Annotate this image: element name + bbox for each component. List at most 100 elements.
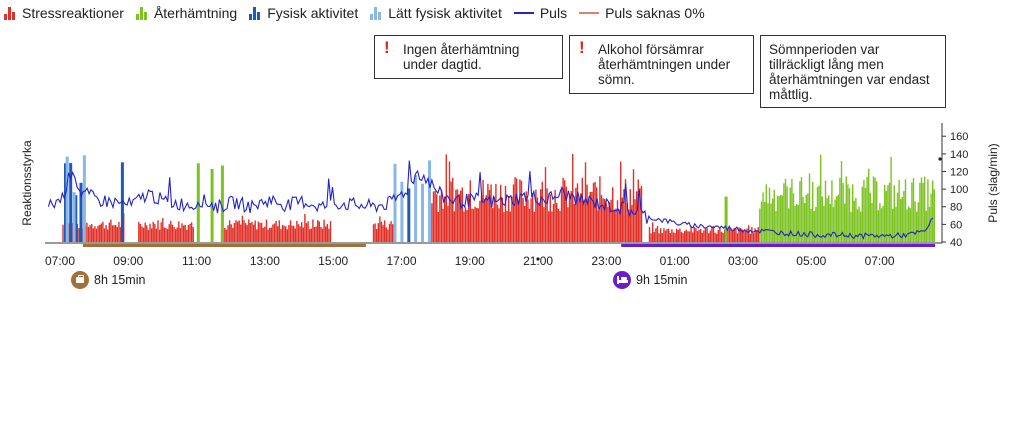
bar-stressreaktioner xyxy=(717,229,719,242)
legend-label: Lätt fysisk aktivitet xyxy=(388,5,502,21)
bar-återhämtning xyxy=(804,203,806,242)
bar-stressreaktioner xyxy=(280,229,282,242)
bar-stressreaktioner xyxy=(668,228,670,242)
bar-spike xyxy=(65,156,69,242)
bar-stressreaktioner xyxy=(700,228,702,242)
bar-återhämtning xyxy=(794,205,796,242)
bar-stressreaktioner xyxy=(496,204,499,242)
bar-återhämtning xyxy=(893,185,895,242)
bar-spike xyxy=(724,196,728,242)
bar-stressreaktioner xyxy=(604,199,606,242)
note-text: Alkohol försämrar återhämtningen under s… xyxy=(598,42,731,87)
note-marker xyxy=(536,257,540,261)
briefcase-icon xyxy=(71,271,89,289)
bar-stressreaktioner xyxy=(445,154,447,242)
right-tick-label: 100 xyxy=(950,184,968,196)
bar-stressreaktioner xyxy=(575,187,577,242)
bar-stressreaktioner xyxy=(583,200,585,242)
bar-stressreaktioner xyxy=(107,229,109,242)
bar-återhämtning xyxy=(861,186,863,242)
bar-återhämtning xyxy=(823,205,825,242)
bar-stressreaktioner xyxy=(512,184,515,242)
bar-stressreaktioner xyxy=(551,211,553,242)
bar-stressreaktioner xyxy=(692,232,694,242)
bar-återhämtning xyxy=(890,156,892,242)
red-bars-icon xyxy=(4,6,16,20)
bar-stressreaktioner xyxy=(320,227,322,242)
bar-stressreaktioner xyxy=(283,225,285,242)
bar-återhämtning xyxy=(815,207,817,242)
bar-spike xyxy=(407,188,411,242)
bar-återhämtning xyxy=(778,196,780,242)
bar-stressreaktioner xyxy=(318,221,320,242)
bar-stressreaktioner xyxy=(444,196,446,242)
bar-stressreaktioner xyxy=(639,188,641,242)
bar-stressreaktioner xyxy=(285,226,287,242)
bar-återhämtning xyxy=(884,184,886,242)
bar-återhämtning xyxy=(848,188,851,242)
bar-stressreaktioner xyxy=(260,222,263,242)
bar-återhämtning xyxy=(784,179,787,242)
legend-item[interactable]: Lätt fysisk aktivitet xyxy=(370,5,502,21)
bar-stressreaktioner xyxy=(573,203,575,242)
bar-stressreaktioner xyxy=(637,179,639,242)
bar-stressreaktioner xyxy=(543,207,545,242)
bar-stressreaktioner xyxy=(552,203,555,242)
bar-stressreaktioner xyxy=(610,199,612,242)
bar-återhämtning xyxy=(882,205,884,242)
bar-stressreaktioner xyxy=(328,228,330,242)
bar-stressreaktioner xyxy=(628,209,630,242)
bar-återhämtning xyxy=(786,186,788,242)
x-tick-label: 23:00 xyxy=(591,254,621,268)
bar-stressreaktioner xyxy=(187,225,190,242)
bar-stressreaktioner xyxy=(503,212,505,242)
legend-label: Återhämtning xyxy=(153,5,238,21)
bar-stressreaktioner xyxy=(621,197,623,242)
bar-stressreaktioner xyxy=(501,197,503,242)
bar-stressreaktioner xyxy=(431,203,433,242)
bar-stressreaktioner xyxy=(160,222,162,242)
bar-återhämtning xyxy=(847,184,849,242)
bar-återhämtning xyxy=(836,196,838,242)
bar-stressreaktioner xyxy=(181,223,183,242)
bar-återhämtning xyxy=(860,211,862,242)
bar-stressreaktioner xyxy=(230,224,232,242)
bar-stressreaktioner xyxy=(495,183,497,242)
bar-stressreaktioner xyxy=(176,227,178,242)
bar-återhämtning xyxy=(832,207,835,242)
bar-stressreaktioner xyxy=(233,222,236,242)
bar-stressreaktioner xyxy=(594,181,596,242)
bar-stressreaktioner xyxy=(676,228,678,242)
bar-stressreaktioner xyxy=(727,229,729,242)
bar-stressreaktioner xyxy=(712,225,715,242)
bar-stressreaktioner xyxy=(663,228,665,242)
legend-item[interactable]: Fysisk aktivitet xyxy=(249,5,358,21)
right-axis-label: Puls (slag/min) xyxy=(986,143,1000,223)
bar-stressreaktioner xyxy=(192,227,194,242)
bar-återhämtning xyxy=(842,183,844,242)
bar-stressreaktioner xyxy=(482,179,484,242)
bar-stressreaktioner xyxy=(474,206,476,242)
x-tick-label: 19:00 xyxy=(455,254,485,268)
bar-återhämtning xyxy=(853,200,855,242)
bar-stressreaktioner xyxy=(155,228,158,242)
bar-stressreaktioner xyxy=(162,218,164,242)
bar-spike xyxy=(414,175,418,242)
bar-stressreaktioner xyxy=(732,229,734,242)
bar-stressreaktioner xyxy=(289,220,292,242)
legend-item[interactable]: Puls saknas 0% xyxy=(579,5,705,21)
legend-item[interactable]: Återhämtning xyxy=(135,5,238,21)
bar-stressreaktioner xyxy=(463,211,465,242)
legend-item[interactable]: Puls xyxy=(513,5,567,21)
legend-item[interactable]: Stressreaktioner xyxy=(4,5,124,21)
bar-stressreaktioner xyxy=(456,189,459,242)
bar-stressreaktioner xyxy=(388,223,391,242)
bar-stressreaktioner xyxy=(631,205,633,242)
bar-stressreaktioner xyxy=(270,227,272,242)
x-tick-label: 07:00 xyxy=(865,254,895,268)
bar-stressreaktioner xyxy=(165,228,167,242)
bar-stressreaktioner xyxy=(448,161,451,242)
bar-stressreaktioner xyxy=(620,161,622,242)
bar-återhämtning xyxy=(796,204,798,242)
bar-stressreaktioner xyxy=(171,224,174,242)
